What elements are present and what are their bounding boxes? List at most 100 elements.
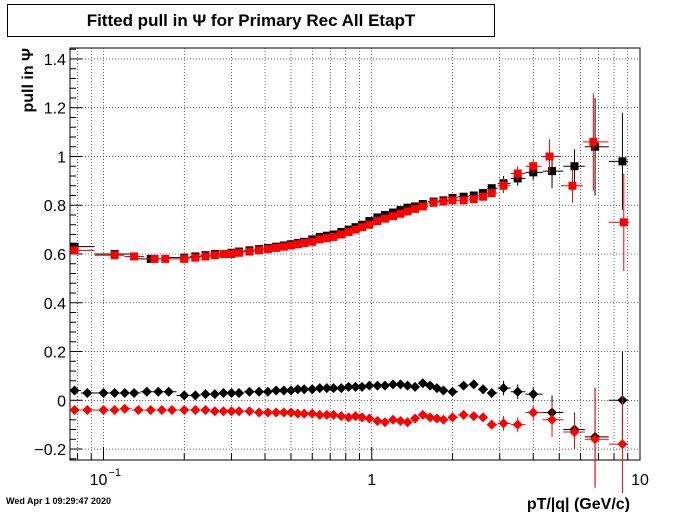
data-point (357, 381, 368, 392)
data-point (547, 414, 558, 425)
data-point (468, 411, 479, 422)
data-point (321, 383, 332, 394)
data-point (307, 384, 318, 395)
data-point (619, 218, 628, 227)
data-point (129, 387, 140, 398)
data-point (343, 381, 354, 392)
data-point (372, 415, 383, 426)
data-point (209, 406, 220, 417)
data-point (617, 439, 628, 450)
data-point (498, 383, 509, 394)
data-point (82, 387, 93, 398)
data-point (569, 426, 580, 437)
data-point (425, 412, 436, 423)
data-point (478, 412, 489, 423)
data-point (438, 385, 449, 396)
data-point (226, 406, 237, 417)
data-point (190, 390, 201, 401)
data-point (218, 387, 229, 398)
x-tick-label: 10 (90, 472, 108, 489)
data-point (244, 386, 255, 397)
data-point (254, 386, 265, 397)
data-point (379, 417, 390, 428)
data-point (373, 217, 382, 226)
data-point (234, 387, 245, 398)
data-point (591, 142, 600, 151)
data-point (179, 405, 190, 416)
data-point (218, 406, 229, 417)
data-point (513, 169, 522, 178)
data-point (431, 413, 442, 424)
data-point (234, 406, 245, 417)
data-point (109, 405, 120, 416)
x-axis-label: pT/|q| (GeV/c) (527, 496, 630, 512)
y-tick-label: −0.2 (34, 442, 66, 459)
data-point (478, 384, 489, 395)
y-tick-label: 1.4 (44, 52, 66, 69)
data-point (70, 246, 79, 255)
data-point (411, 204, 420, 213)
y-tick-label: 0.8 (44, 198, 66, 215)
data-point (365, 220, 374, 229)
data-point (403, 207, 412, 216)
data-point (486, 419, 497, 430)
x-tick-label: 10 (631, 472, 649, 489)
data-point (336, 411, 347, 422)
data-point (299, 384, 310, 395)
data-point (163, 386, 174, 397)
data-point (145, 405, 156, 416)
data-point (328, 409, 339, 420)
y-tick-label: 0.2 (44, 345, 66, 362)
data-point (529, 162, 538, 171)
data-point (350, 381, 361, 392)
data-point (69, 385, 80, 396)
data-point (98, 405, 109, 416)
data-point (468, 379, 479, 390)
data-point (119, 403, 130, 414)
data-point (227, 250, 236, 258)
data-point (418, 202, 427, 211)
data-point (379, 380, 390, 391)
data-point (350, 411, 361, 422)
data-point (590, 434, 601, 445)
data-point (438, 414, 449, 425)
data-point (153, 386, 164, 397)
data-point (351, 225, 360, 234)
data-point (179, 390, 190, 401)
data-point (380, 214, 389, 223)
data-point (486, 387, 497, 398)
data-point (271, 407, 282, 418)
data-point (329, 232, 338, 241)
data-point (263, 245, 272, 254)
data-point (469, 195, 478, 204)
data-point (286, 407, 297, 418)
data-point (255, 246, 264, 255)
data-point (429, 198, 438, 207)
data-point (447, 386, 458, 397)
data-point (292, 384, 303, 395)
data-point (201, 252, 210, 261)
data-point (235, 248, 244, 257)
y-axis-label: pull in Ψ (20, 48, 37, 113)
data-point (278, 385, 289, 396)
data-point (300, 239, 309, 248)
data-point (98, 387, 109, 398)
data-point (293, 240, 302, 249)
data-point (161, 254, 170, 263)
data-point (180, 254, 189, 263)
data-point (141, 386, 152, 397)
data-point (512, 386, 523, 397)
data-point (358, 223, 367, 232)
data-point (133, 405, 144, 416)
data-point (410, 381, 421, 392)
y-tick-label: 0 (57, 393, 66, 410)
data-point (110, 251, 119, 260)
data-point (528, 389, 539, 400)
data-point (528, 407, 539, 418)
data-point (191, 253, 200, 262)
data-point (69, 405, 80, 416)
data-point (336, 383, 347, 394)
data-point (458, 409, 469, 420)
data-point (447, 412, 458, 423)
data-point (388, 212, 397, 221)
